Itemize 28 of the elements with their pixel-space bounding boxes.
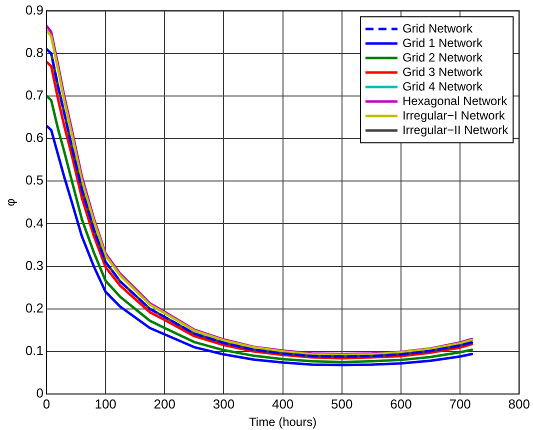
x-tick-label: 800 bbox=[508, 396, 530, 412]
y-tick-label: 0.6 bbox=[25, 130, 44, 146]
y-tick-label: 0.7 bbox=[25, 88, 44, 103]
y-tick-label: 0.1 bbox=[25, 343, 44, 358]
x-tick-label: 100 bbox=[94, 396, 116, 412]
legend-label: Grid 2 Network bbox=[402, 50, 484, 64]
y-tick-label: 0.4 bbox=[25, 215, 44, 230]
x-tick-label: 500 bbox=[331, 396, 353, 412]
x-tick-label: 600 bbox=[390, 396, 412, 412]
x-axis-title: Time (hours) bbox=[249, 415, 317, 430]
legend-label: Grid 4 Network bbox=[402, 79, 484, 94]
y-tick-label: 0.5 bbox=[25, 172, 44, 188]
x-tick-label: 400 bbox=[272, 396, 294, 412]
legend-label: Irregular−I Network bbox=[402, 108, 506, 122]
legend-label: Grid 1 Network bbox=[402, 36, 484, 50]
x-tick-label: 200 bbox=[154, 396, 176, 412]
legend-label: Hexagonal Network bbox=[402, 94, 508, 108]
y-tick-label: 0.9 bbox=[25, 2, 44, 18]
x-tick-label: 700 bbox=[449, 396, 471, 412]
y-tick-label: 0.8 bbox=[25, 44, 44, 60]
y-tick-label: 0.3 bbox=[25, 258, 44, 273]
x-tick-label: 300 bbox=[212, 396, 235, 412]
legend-label: Irregular−II Network bbox=[402, 122, 510, 137]
y-tick-label: 0 bbox=[36, 386, 44, 401]
legend-label: Grid 3 Network bbox=[402, 64, 484, 79]
y-axis-title: φ bbox=[4, 198, 18, 206]
y-tick-label: 0.2 bbox=[25, 300, 44, 316]
legend-label: Grid Network bbox=[402, 21, 474, 36]
